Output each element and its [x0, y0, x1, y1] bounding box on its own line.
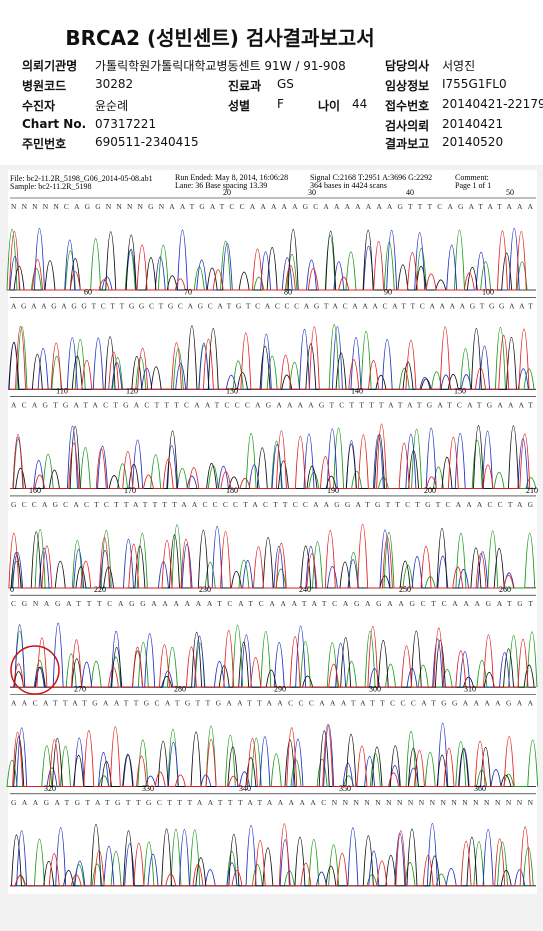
ruler-number: 120 [126, 387, 138, 396]
ruler-number: 170 [124, 486, 136, 495]
base-calls: CGNAGATTTCAGGAAAAAATCATCAAATATCAGAGAAGCT… [11, 599, 533, 608]
run-info: Sample: bc2-11.2R_5198 [10, 182, 91, 191]
ruler-number: 50 [506, 188, 514, 197]
ruler-number: 70 [184, 287, 192, 296]
report-header: BRCA2 (성빈센트) 검사결과보고서 의뢰기관명 가톨릭학원가톨릭대학교병동센… [0, 0, 543, 165]
ruler-number: 290 [274, 685, 286, 694]
ruler-number: 330 [142, 784, 154, 793]
field-value: 07317221 [95, 117, 157, 131]
field-value: F [277, 97, 284, 111]
ruler-number: 160 [29, 486, 41, 495]
field-value: 20140421-22179 [442, 97, 543, 111]
trace [10, 229, 513, 291]
ruler-number: 30 [308, 188, 316, 197]
ruler-number: 350 [339, 784, 351, 793]
field-label: 병원코드 [22, 79, 67, 93]
ruler-number: 280 [174, 685, 186, 694]
ruler-number: 270 [74, 685, 86, 694]
ruler-number: 200 [424, 486, 436, 495]
ruler-number: 360 [474, 784, 486, 793]
trace [10, 528, 505, 589]
ruler-number: 40 [406, 188, 414, 197]
base-calls: GCCAGCACTCTTATTTTAACCCCTACTTCCAAGGATGTTC… [11, 500, 534, 509]
ruler-number: 150 [454, 387, 466, 396]
trace [10, 524, 536, 589]
run-info: Page 1 of 1 [455, 181, 491, 190]
ruler-number: 110 [56, 387, 68, 396]
field-value: I755G1FL0 [442, 77, 507, 91]
field-value: 서영진 [442, 59, 476, 73]
run-info: Comment: [455, 173, 489, 182]
trace [10, 625, 538, 688]
ruler-number: 180 [226, 486, 238, 495]
field-label: 나이 [318, 99, 341, 113]
run-info: Signal C:2168 T:2951 A:3696 G:2292 [310, 173, 432, 182]
field-label: 진료과 [228, 79, 262, 93]
run-info: Run Ended: May 8, 2014, 16:06:28 [175, 173, 288, 182]
run-info: 364 bases in 4424 scans [310, 181, 387, 190]
run-info: File: bc2-11.2R_5198_G06_2014-05-08.ab1 [10, 174, 153, 183]
field-value: GS [277, 77, 294, 91]
field-label: 결과보고 [385, 137, 430, 151]
trace [8, 326, 529, 390]
field-value: 690511-2340415 [95, 135, 199, 149]
ruler-number: 250 [399, 585, 411, 594]
field-label: 수진자 [22, 99, 56, 113]
trace [10, 325, 530, 390]
ruler-number: 210 [526, 486, 538, 495]
trace [10, 630, 535, 688]
run-info: Lane: 36 Base spacing 13.39 [175, 181, 267, 190]
ruler-number: 90 [384, 287, 392, 296]
field-value: 20140520 [442, 135, 504, 149]
ruler-number: 230 [199, 585, 211, 594]
field-label: 담당의사 [385, 59, 430, 73]
trace [10, 823, 531, 887]
ruler-number: 20 [223, 188, 231, 197]
ruler-number: 320 [44, 784, 56, 793]
chromatogram-area [8, 170, 537, 894]
field-label: 주민번호 [22, 137, 67, 151]
highlight-circle [10, 645, 60, 695]
trace [10, 626, 529, 688]
field-label: 임상정보 [385, 79, 430, 93]
base-calls: NNNNNCAGGNNNNGNAATGATCCAAAAAGCAAAAAAAGTT… [11, 202, 534, 211]
ruler-number: 80 [284, 287, 292, 296]
field-label: Chart No. [22, 117, 87, 131]
trace [8, 523, 515, 589]
ruler-number: 190 [327, 486, 339, 495]
field-label: 성별 [228, 99, 251, 113]
trace [8, 230, 527, 291]
base-calls: GAAGATGTATGTTGCTTTAATTTATAAAAACNNNNNNNNN… [11, 798, 534, 807]
ruler-number: 310 [464, 685, 476, 694]
ruler-number: 340 [239, 784, 251, 793]
ruler-number: 260 [499, 585, 511, 594]
field-value: 가톨릭학원가톨릭대학교병동센트 91W / 91-908 [95, 59, 346, 73]
ruler-number: 220 [94, 585, 106, 594]
ruler-number: 130 [226, 387, 238, 396]
ruler-number: 60 [84, 287, 92, 296]
report-title: BRCA2 (성빈센트) 검사결과보고서 [65, 26, 375, 50]
field-value: 44 [352, 97, 368, 111]
field-value: 20140421 [442, 117, 504, 131]
ruler-number: 240 [299, 585, 311, 594]
trace [10, 724, 515, 787]
field-label: 검사의뢰 [385, 119, 430, 133]
trace [10, 423, 531, 490]
ruler-number: 100 [482, 287, 494, 296]
ruler-number: 300 [369, 685, 381, 694]
field-label: 접수번호 [385, 99, 430, 113]
field-value: 윤순례 [95, 99, 129, 113]
ruler-number: 140 [351, 387, 363, 396]
ruler-number: 0 [10, 585, 14, 594]
field-value: 30282 [95, 77, 134, 91]
field-label: 의뢰기관명 [22, 59, 78, 73]
